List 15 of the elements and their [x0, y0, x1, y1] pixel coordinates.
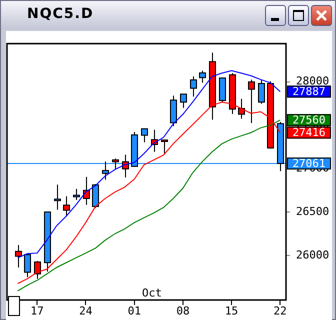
x-tick-label: 01: [128, 304, 141, 318]
x-tick-label: 24: [79, 304, 93, 318]
x-tick-label: 22: [274, 304, 287, 318]
chart-title: NQC5.D: [27, 6, 94, 22]
y-tick-label: 26000: [296, 248, 330, 262]
data-label: 27560: [292, 113, 326, 126]
x-tick-label: 15: [224, 304, 238, 318]
y-tick-label: 28000: [296, 74, 330, 88]
data-label: 27416: [292, 126, 326, 139]
y-tick-label: 26500: [296, 205, 330, 218]
x-tick-label: 17: [30, 304, 44, 318]
annotation: Oct: [142, 286, 162, 300]
ref-line-label: 27061: [292, 156, 326, 170]
x-tick-label: 08: [176, 304, 190, 318]
data-label: 27887: [292, 85, 326, 98]
